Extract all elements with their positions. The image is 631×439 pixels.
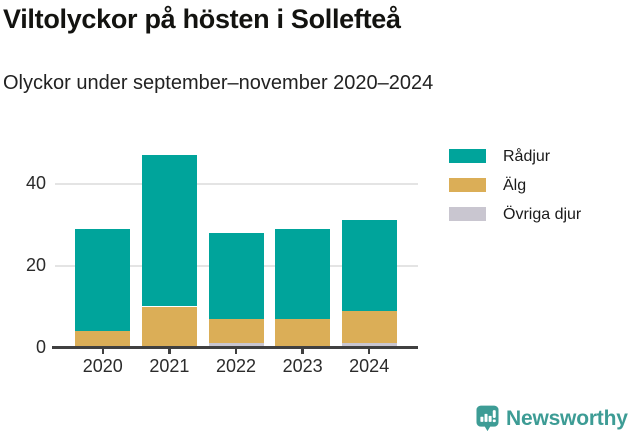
bar-segment-2021-Rådjur xyxy=(141,154,197,307)
bar-segment-2023-Älg xyxy=(275,318,331,348)
legend-item-Rådjur: Rådjur xyxy=(449,148,581,165)
bar-segment-2021-Älg xyxy=(141,306,197,348)
bar-segment-2022-Rådjur xyxy=(208,232,264,319)
newsworthy-logo-icon xyxy=(476,405,499,432)
bar-segment-2022-Älg xyxy=(208,318,264,344)
y-axis-label: 0 xyxy=(35,336,46,357)
x-axis-tick-2021 xyxy=(168,348,171,354)
x-axis-tick-2023 xyxy=(301,348,304,354)
bar-segment-2020-Älg xyxy=(75,331,131,348)
brand-name: Newsworthy xyxy=(506,407,628,430)
legend-swatch xyxy=(449,207,486,221)
axis-baseline xyxy=(52,346,418,349)
bar-segment-2020-Rådjur xyxy=(75,228,131,332)
bar-segment-2023-Rådjur xyxy=(275,228,331,319)
legend-swatch xyxy=(449,178,486,192)
x-axis-tick-2022 xyxy=(234,348,238,354)
legend-item-Övriga djur: Övriga djur xyxy=(449,206,582,223)
x-axis-tick-2024 xyxy=(367,348,371,354)
legend-label: Älg xyxy=(503,177,527,194)
legend-item-Älg: Älg xyxy=(449,177,581,194)
page-title: Viltolyckor på hösten i Sollefteå xyxy=(3,4,401,34)
legend-label: Rådjur xyxy=(503,148,551,165)
x-axis-label-2020: 2020 xyxy=(82,356,123,376)
chart-legend: Rådjur Älg Övriga djur xyxy=(449,148,582,236)
bar-segment-2024-Övriga djur xyxy=(341,343,397,348)
x-axis-label-2022: 2022 xyxy=(215,356,257,376)
x-axis-label-2023: 2023 xyxy=(282,356,323,376)
gridline-y40 xyxy=(55,182,418,185)
page-subtitle: Olyckor under september–november 2020–20… xyxy=(3,72,434,94)
x-axis-tick-2020 xyxy=(101,348,105,354)
x-axis-label-2024: 2024 xyxy=(349,356,390,376)
legend-label: Övriga djur xyxy=(503,206,582,223)
bar-segment-2024-Rådjur xyxy=(341,220,397,311)
y-axis-label: 20 xyxy=(25,254,46,275)
legend-swatch xyxy=(449,149,486,163)
y-axis-label: 40 xyxy=(25,172,46,193)
bar-segment-2022-Övriga djur xyxy=(208,343,264,348)
footer-branding: Newsworthy xyxy=(476,405,628,433)
bar-segment-2024-Älg xyxy=(341,310,397,344)
x-axis-label-2021: 2021 xyxy=(149,356,190,376)
